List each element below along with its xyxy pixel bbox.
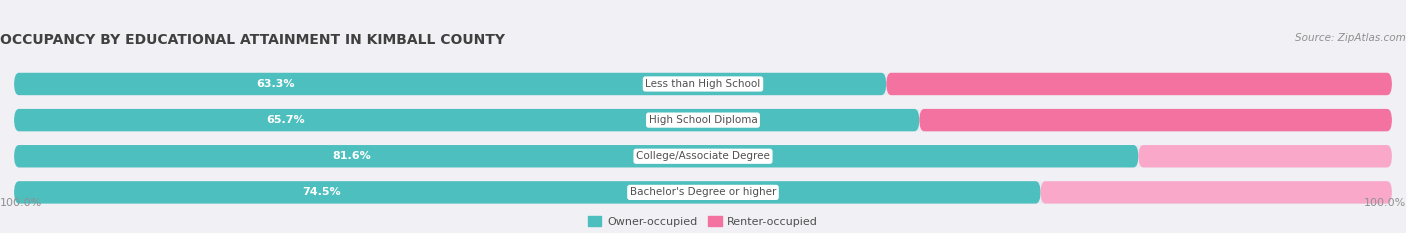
Text: 100.0%: 100.0% [0, 198, 42, 208]
FancyBboxPatch shape [14, 145, 1392, 168]
Legend: Owner-occupied, Renter-occupied: Owner-occupied, Renter-occupied [583, 212, 823, 231]
Text: 81.6%: 81.6% [332, 151, 371, 161]
FancyBboxPatch shape [886, 73, 1392, 95]
FancyBboxPatch shape [14, 181, 1392, 204]
FancyBboxPatch shape [14, 109, 920, 131]
Text: High School Diploma: High School Diploma [648, 115, 758, 125]
FancyBboxPatch shape [14, 73, 1392, 95]
FancyBboxPatch shape [1139, 145, 1392, 168]
Text: Source: ZipAtlas.com: Source: ZipAtlas.com [1295, 33, 1406, 43]
FancyBboxPatch shape [14, 181, 1040, 204]
Text: 63.3%: 63.3% [256, 79, 295, 89]
Text: OCCUPANCY BY EDUCATIONAL ATTAINMENT IN KIMBALL COUNTY: OCCUPANCY BY EDUCATIONAL ATTAINMENT IN K… [0, 33, 505, 47]
Text: College/Associate Degree: College/Associate Degree [636, 151, 770, 161]
Text: Bachelor's Degree or higher: Bachelor's Degree or higher [630, 187, 776, 197]
FancyBboxPatch shape [14, 109, 1392, 131]
FancyBboxPatch shape [920, 109, 1392, 131]
FancyBboxPatch shape [14, 73, 886, 95]
Text: 100.0%: 100.0% [1364, 198, 1406, 208]
FancyBboxPatch shape [14, 145, 1139, 168]
FancyBboxPatch shape [1040, 181, 1392, 204]
Text: 74.5%: 74.5% [302, 187, 342, 197]
Text: 65.7%: 65.7% [266, 115, 305, 125]
Text: Less than High School: Less than High School [645, 79, 761, 89]
